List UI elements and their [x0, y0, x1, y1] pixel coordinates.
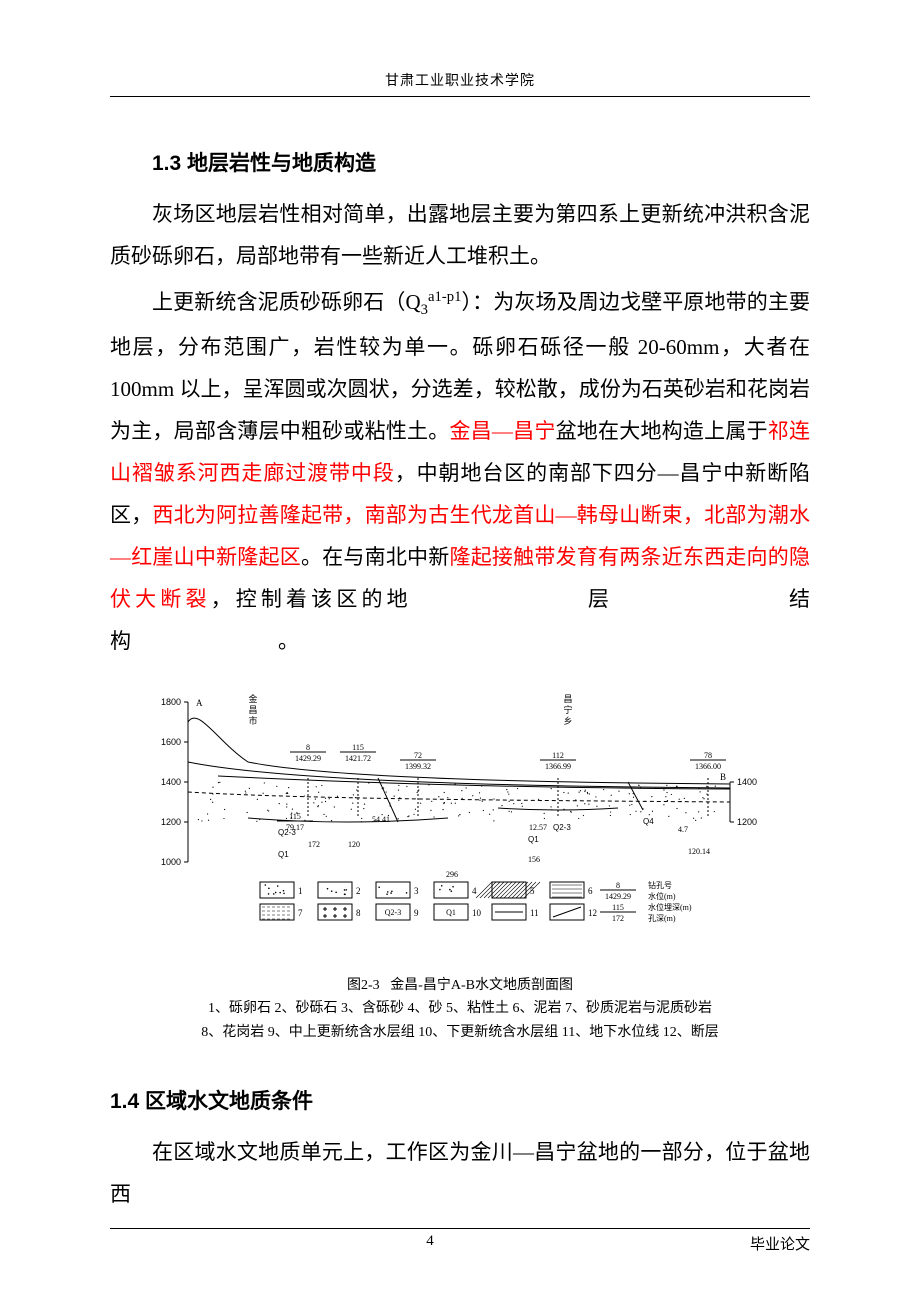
section-1-3-title: 1.3 地层岩性与地质构造 [110, 147, 810, 177]
svg-text:172: 172 [308, 840, 320, 849]
svg-text:Q1: Q1 [446, 908, 456, 917]
svg-text:1366.00: 1366.00 [695, 762, 721, 771]
svg-text:1000: 1000 [161, 857, 181, 867]
svg-text:市: 市 [248, 715, 257, 726]
page: 甘肃工业职业技术学院 1.3 地层岩性与地质构造 灰场区地层岩性相对简单，出露地… [0, 0, 920, 1302]
svg-text:昌: 昌 [248, 705, 257, 715]
svg-text:钻孔号: 钻孔号 [648, 880, 672, 890]
svg-text:A: A [196, 698, 203, 708]
p2-e: 。在与南北中新 [301, 545, 450, 569]
svg-text:7: 7 [298, 908, 303, 918]
svg-text:Q1: Q1 [278, 850, 289, 859]
svg-text:4.7: 4.7 [678, 825, 688, 834]
svg-text:112: 112 [552, 751, 564, 760]
svg-text:1400: 1400 [737, 777, 757, 787]
p2-c: 盆地在大地构造上属于 [556, 419, 768, 443]
svg-text:宁: 宁 [563, 704, 572, 715]
svg-text:296: 296 [446, 870, 458, 879]
svg-text:11: 11 [530, 908, 539, 918]
figure-caption: 图2-3 金昌-昌宁A-B水文地质剖面图 1、砾卵石 2、砂砾石 3、含砾砂 4… [110, 974, 810, 1045]
svg-text:金: 金 [248, 693, 257, 704]
svg-text:1200: 1200 [161, 817, 181, 827]
p2-sup: a1-p1 [428, 289, 461, 305]
svg-text:8: 8 [616, 881, 620, 890]
p2-a: 上更新统含泥质砂砾卵石（Q [152, 290, 421, 314]
svg-text:4: 4 [472, 886, 477, 896]
svg-text:172: 172 [612, 914, 624, 923]
svg-text:乡: 乡 [563, 716, 572, 726]
svg-text:2: 2 [356, 886, 361, 896]
fig-legend-line2: 8、花岗岩 9、中上更新统含水层组 10、下更新统含水层组 11、地下水位线 1… [201, 1025, 718, 1040]
paragraph-1: 灰场区地层岩性相对简单，出露地层主要为第四系上更新统冲洪积含泥质砂砾卵石，局部地… [110, 193, 810, 277]
svg-text:1399.32: 1399.32 [405, 762, 431, 771]
svg-text:115: 115 [289, 812, 301, 821]
svg-text:1600: 1600 [161, 737, 181, 747]
svg-text:115: 115 [612, 903, 624, 912]
svg-text:120: 120 [348, 840, 360, 849]
svg-text:115: 115 [352, 743, 364, 752]
running-head: 甘肃工业职业技术学院 [110, 70, 810, 97]
page-footer: 4 毕业论文 [110, 1228, 810, 1254]
svg-text:156: 156 [528, 855, 540, 864]
svg-text:3: 3 [414, 886, 419, 896]
paragraph-3: 在区域水文地质单元上，工作区为金川—昌宁盆地的一部分，位于盆地西 [110, 1131, 810, 1215]
svg-text:9: 9 [414, 908, 419, 918]
svg-text:10: 10 [472, 908, 482, 918]
svg-text:78: 78 [704, 751, 712, 760]
svg-text:1421.72: 1421.72 [345, 754, 371, 763]
svg-text:8: 8 [306, 743, 310, 752]
fig-caption-prefix: 图2-3 [347, 978, 380, 993]
svg-text:1429.29: 1429.29 [605, 892, 631, 901]
paragraph-2: 上更新统含泥质砂砾卵石（Q3a1-p1）：为灰场及周边戈壁平原地带的主要地层，分… [110, 281, 810, 662]
page-number: 4 [110, 1233, 750, 1254]
svg-text:12: 12 [588, 908, 597, 918]
svg-text:1800: 1800 [161, 697, 181, 707]
svg-text:5: 5 [530, 886, 535, 896]
svg-text:Q2-3: Q2-3 [553, 823, 571, 832]
svg-text:1200: 1200 [737, 817, 757, 827]
svg-text:B: B [720, 772, 726, 782]
svg-text:Q4: Q4 [643, 817, 654, 826]
svg-text:8: 8 [356, 908, 361, 918]
p2-red1: 金昌—昌宁 [450, 419, 556, 443]
svg-text:1366.99: 1366.99 [545, 762, 571, 771]
figure-2-3: 10001200140016001800A12001400B金昌市昌宁乡8142… [110, 672, 810, 1045]
footer-text: 毕业论文 [750, 1233, 810, 1254]
svg-text:1: 1 [298, 886, 303, 896]
fig-legend-line1: 1、砾卵石 2、砂砾石 3、含砾砂 4、砂 5、粘性土 6、泥岩 7、砂质泥岩与… [208, 1001, 712, 1016]
svg-text:昌: 昌 [563, 694, 572, 704]
svg-text:54.41: 54.41 [372, 815, 390, 824]
p2-f: ，控制着该区的地 层 结 构 。 [110, 587, 920, 653]
svg-text:Q2-3: Q2-3 [278, 828, 296, 837]
svg-text:12.57: 12.57 [529, 823, 547, 832]
svg-text:6: 6 [588, 886, 593, 896]
svg-text:水位(m): 水位(m) [648, 891, 676, 901]
svg-text:孔深(m): 孔深(m) [648, 914, 676, 923]
svg-text:120.14: 120.14 [688, 847, 710, 856]
svg-text:Q1: Q1 [528, 835, 539, 844]
svg-text:1429.29: 1429.29 [295, 754, 321, 763]
svg-text:Q2-3: Q2-3 [385, 908, 401, 917]
svg-text:1400: 1400 [161, 777, 181, 787]
fig-caption-title: 金昌-昌宁A-B水文地质剖面图 [390, 978, 573, 993]
svg-text:72: 72 [414, 751, 422, 760]
svg-text:水位埋深(m): 水位埋深(m) [648, 902, 692, 912]
section-1-4-title: 1.4 区域水文地质条件 [110, 1085, 810, 1115]
cross-section-svg: 10001200140016001800A12001400B金昌市昌宁乡8142… [140, 672, 780, 972]
p2-sub: 3 [421, 302, 428, 318]
